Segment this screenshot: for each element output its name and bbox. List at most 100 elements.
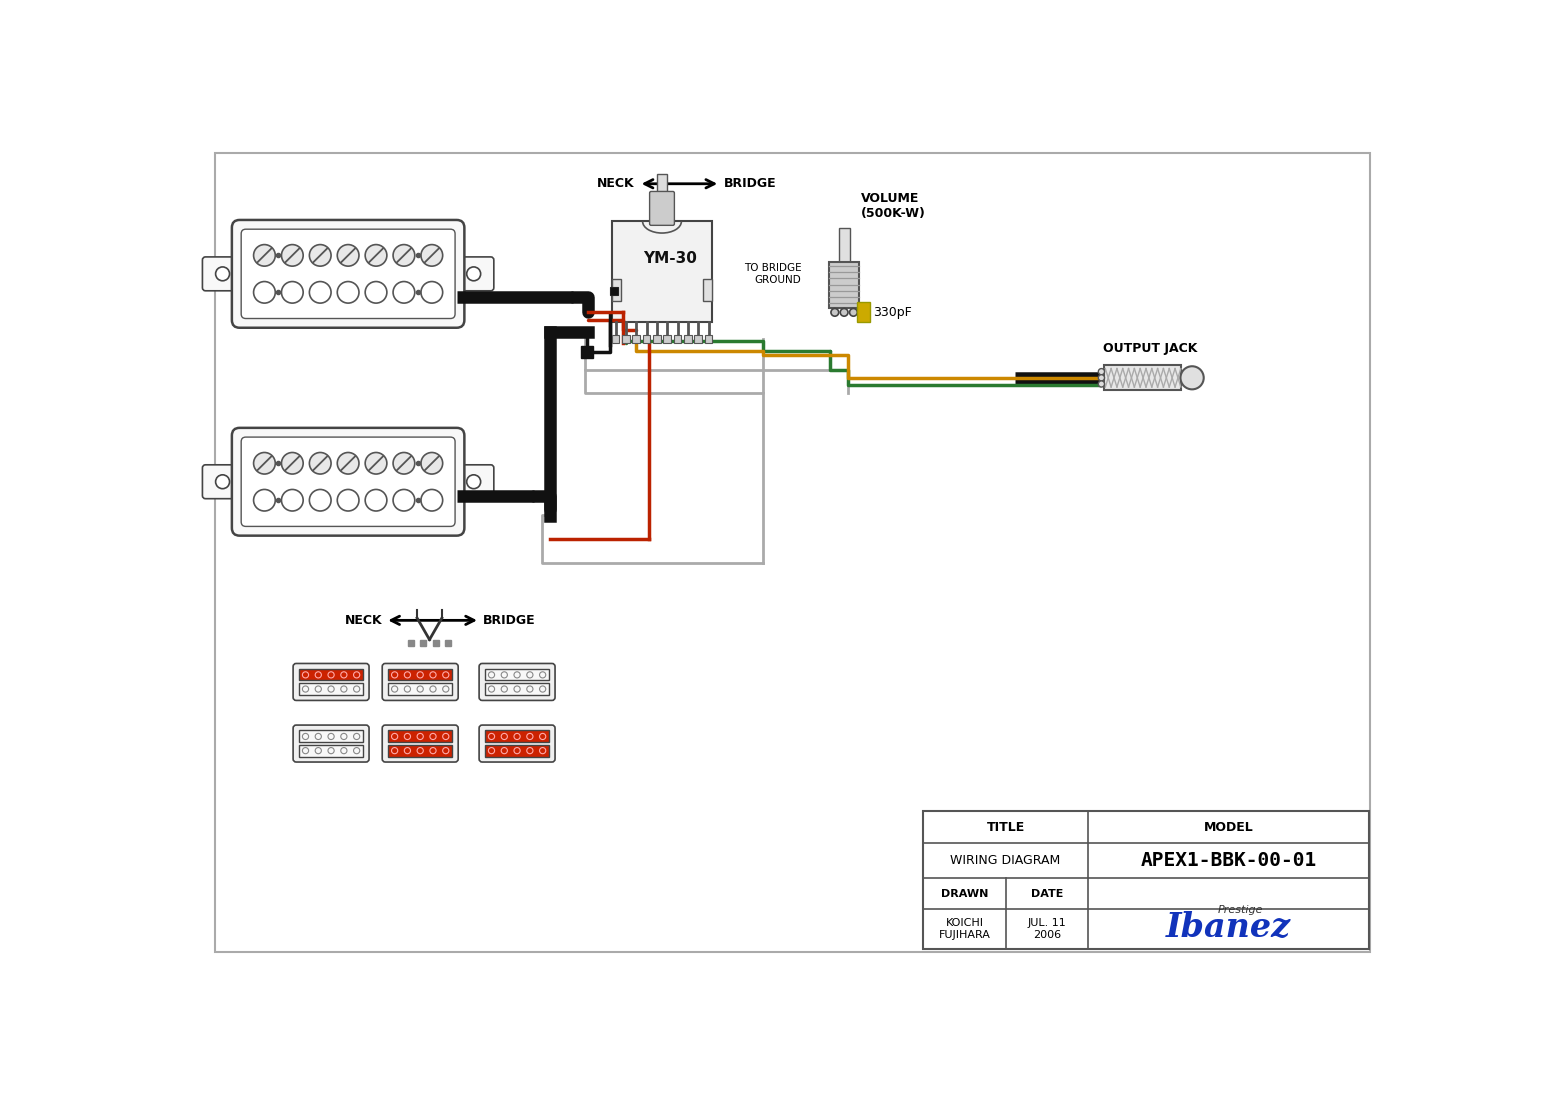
Circle shape [831, 309, 839, 316]
Circle shape [315, 685, 321, 692]
Bar [388, 730, 453, 742]
Circle shape [405, 748, 411, 753]
Circle shape [354, 672, 360, 678]
Circle shape [467, 475, 480, 488]
Circle shape [392, 281, 414, 303]
Circle shape [430, 685, 436, 692]
Circle shape [417, 672, 423, 678]
Circle shape [501, 672, 507, 678]
Bar [612, 279, 621, 301]
Circle shape [1180, 366, 1204, 390]
Circle shape [309, 452, 331, 474]
Circle shape [309, 281, 331, 303]
Text: WIRING DIAGRAM: WIRING DIAGRAM [950, 854, 1061, 867]
Circle shape [303, 685, 309, 692]
Circle shape [341, 748, 348, 753]
Circle shape [539, 748, 545, 753]
Circle shape [253, 489, 275, 511]
Text: APEX1-BBK-00-01: APEX1-BBK-00-01 [1140, 851, 1316, 871]
Circle shape [527, 685, 533, 692]
Circle shape [430, 672, 436, 678]
Circle shape [430, 734, 436, 739]
Circle shape [328, 672, 334, 678]
Circle shape [354, 685, 360, 692]
Bar [643, 335, 650, 343]
Circle shape [527, 734, 533, 739]
Circle shape [443, 672, 450, 678]
Circle shape [1098, 369, 1105, 374]
Bar [300, 745, 363, 757]
Bar [694, 335, 701, 343]
FancyBboxPatch shape [202, 464, 243, 498]
Circle shape [392, 452, 414, 474]
Bar [623, 335, 630, 343]
FancyBboxPatch shape [382, 725, 459, 762]
Circle shape [514, 672, 521, 678]
Bar [388, 669, 453, 680]
Bar [485, 730, 548, 742]
Text: NECK: NECK [598, 177, 635, 191]
FancyBboxPatch shape [454, 464, 494, 498]
Circle shape [253, 244, 275, 266]
Circle shape [539, 685, 545, 692]
Text: NECK: NECK [345, 614, 382, 626]
Bar [830, 263, 859, 309]
Circle shape [315, 734, 321, 739]
Bar [1103, 366, 1182, 390]
Circle shape [405, 734, 411, 739]
Circle shape [443, 734, 450, 739]
Circle shape [391, 685, 397, 692]
Circle shape [281, 244, 303, 266]
Circle shape [405, 672, 411, 678]
Circle shape [840, 309, 848, 316]
Circle shape [309, 489, 331, 511]
Circle shape [539, 672, 545, 678]
Text: TITLE: TITLE [987, 821, 1024, 834]
FancyBboxPatch shape [479, 664, 555, 701]
Circle shape [443, 748, 450, 753]
Bar [610, 287, 618, 295]
Text: OUTPUT JACK: OUTPUT JACK [1103, 342, 1197, 355]
Circle shape [392, 489, 414, 511]
Circle shape [303, 734, 309, 739]
FancyBboxPatch shape [649, 192, 675, 226]
Circle shape [281, 281, 303, 303]
Circle shape [341, 685, 348, 692]
Bar [485, 683, 548, 695]
Text: KOICHI
FUJIHARA: KOICHI FUJIHARA [938, 919, 990, 940]
FancyBboxPatch shape [232, 220, 465, 327]
Text: DRAWN: DRAWN [941, 889, 989, 899]
Bar [388, 683, 453, 695]
Circle shape [420, 244, 443, 266]
Circle shape [501, 685, 507, 692]
FancyBboxPatch shape [294, 664, 369, 701]
Bar [300, 683, 363, 695]
Circle shape [501, 748, 507, 753]
FancyBboxPatch shape [232, 428, 465, 535]
Text: DATE: DATE [1031, 889, 1063, 899]
Text: VOLUME
(500K-W): VOLUME (500K-W) [861, 192, 925, 220]
Bar [924, 810, 1369, 949]
Circle shape [420, 452, 443, 474]
Circle shape [417, 734, 423, 739]
Circle shape [488, 685, 494, 692]
Circle shape [539, 734, 545, 739]
Circle shape [341, 734, 348, 739]
Circle shape [281, 489, 303, 511]
Circle shape [365, 452, 386, 474]
Circle shape [328, 734, 334, 739]
Circle shape [281, 452, 303, 474]
Text: Prestige: Prestige [1217, 904, 1262, 914]
Circle shape [420, 489, 443, 511]
Circle shape [420, 281, 443, 303]
Bar [703, 279, 712, 301]
Circle shape [328, 685, 334, 692]
FancyBboxPatch shape [241, 437, 456, 527]
Circle shape [1098, 374, 1105, 381]
Text: TO BRIDGE
GROUND: TO BRIDGE GROUND [743, 263, 802, 285]
Circle shape [417, 685, 423, 692]
Bar [839, 228, 850, 263]
Circle shape [354, 734, 360, 739]
Circle shape [488, 734, 494, 739]
Bar [654, 335, 661, 343]
